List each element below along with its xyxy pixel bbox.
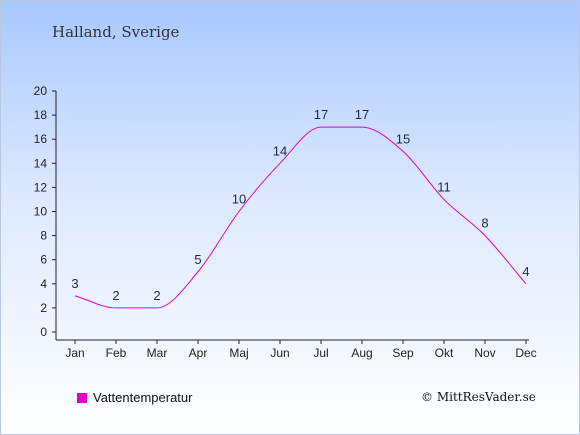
x-tick-label: Okt [435,346,454,360]
chart-title: Halland, Sverige [52,23,180,41]
y-tick-label: 12 [34,180,48,194]
y-tick-label: 0 [40,325,47,339]
x-tick-labels: Jan Feb Mar Apr Maj Jun Jul Aug Sep Okt Nov Dec [65,346,536,360]
x-tick-label: Sep [392,346,414,360]
data-label: 4 [522,264,529,279]
copyright-text: © MittResVader.se [421,390,536,404]
y-tick-label: 10 [34,205,48,219]
y-tick-label: 8 [40,229,47,243]
data-label: 10 [232,192,246,207]
legend: Vattentemperatur [77,390,192,405]
data-label: 2 [112,288,119,303]
x-tick-label: Aug [351,346,372,360]
axes [52,90,529,344]
data-label: 8 [481,216,488,231]
data-label: 3 [71,276,78,291]
data-label: 15 [396,131,410,146]
y-tick-label: 18 [34,108,48,122]
y-tick-label: 4 [40,277,47,291]
y-tick-label: 20 [34,84,48,98]
x-tick-label: Jun [270,346,289,360]
y-tick-label: 16 [34,132,48,146]
data-label: 17 [314,107,328,122]
legend-swatch [77,393,87,403]
data-label: 14 [273,143,287,158]
x-tick-label: Dec [515,346,536,360]
data-label: 11 [437,179,451,194]
y-tick-label: 2 [40,301,47,315]
data-label: 2 [153,288,160,303]
series-line [74,126,527,309]
data-label: 17 [355,107,369,122]
y-tick-label: 14 [34,156,48,170]
y-tick-labels: 0 2 4 6 8 10 12 14 16 18 20 [34,84,48,339]
data-label: 5 [194,252,201,267]
x-tick-label: Feb [106,346,127,360]
data-labels: 3 2 2 5 10 14 17 17 15 11 8 4 [71,107,529,303]
x-tick-label: Nov [474,346,495,360]
y-tick-label: 6 [40,253,47,267]
legend-label: Vattentemperatur [93,390,193,405]
x-tick-label: Maj [229,346,248,360]
x-tick-label: Jan [65,346,84,360]
x-tick-label: Apr [189,346,208,360]
x-tick-label: Mar [147,346,168,360]
x-tick-label: Jul [313,346,328,360]
